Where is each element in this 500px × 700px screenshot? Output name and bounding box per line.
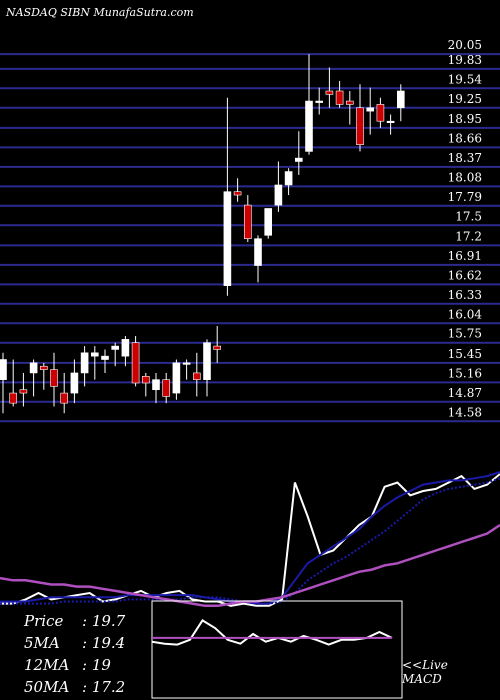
candle-body <box>335 90 344 105</box>
price-level-label: 16.33 <box>448 288 482 302</box>
price-level-label: 19.25 <box>448 92 482 106</box>
candle-body <box>162 379 170 397</box>
candle-body <box>325 90 334 95</box>
macd-box <box>151 600 403 699</box>
candle-body <box>223 191 232 286</box>
ma-series-line <box>0 523 500 608</box>
stat-50ma: 50MA : 17.2 <box>24 678 125 696</box>
stat-label: 50MA <box>24 678 70 696</box>
macd-panel <box>151 619 393 646</box>
candle-body <box>193 372 201 380</box>
candle-body <box>80 352 89 374</box>
price-level-label: 14.87 <box>448 386 482 400</box>
candle-body <box>172 362 181 394</box>
moving-average-panel <box>0 470 500 608</box>
candle-body <box>376 104 385 122</box>
stat-value: : 17.2 <box>82 678 126 696</box>
candle-body <box>182 362 191 365</box>
stat-price: Price : 19.7 <box>24 612 125 630</box>
stat-12ma: 12MA : 19 <box>24 656 111 674</box>
candle-body <box>356 107 364 145</box>
candle-body <box>50 369 58 387</box>
candle-body <box>70 372 79 394</box>
candle-body <box>264 208 273 236</box>
candle-body <box>29 362 38 374</box>
candle-body <box>39 365 48 370</box>
stat-label: Price <box>24 612 64 630</box>
price-level-label: 16.62 <box>448 268 482 282</box>
candle-body <box>0 359 7 380</box>
candle-body <box>131 342 140 384</box>
price-level-label: 19.54 <box>448 72 483 86</box>
price-level-label: 16.04 <box>448 307 483 321</box>
candle-body <box>152 379 160 391</box>
candle-body <box>284 171 293 186</box>
price-level-label: 18.37 <box>448 151 482 165</box>
candle-body <box>386 120 395 123</box>
price-level-label: 15.75 <box>448 327 482 341</box>
stat-label: 12MA <box>24 656 70 674</box>
price-level-label: 17.5 <box>455 209 482 223</box>
price-level-label: 17.2 <box>455 229 482 243</box>
candle-body <box>91 352 99 357</box>
ma-series-line <box>0 473 500 607</box>
price-level-label: 17.79 <box>448 190 482 204</box>
stat-value: : 19.7 <box>82 612 126 630</box>
price-level-label: 18.95 <box>448 112 482 126</box>
candle-body <box>121 339 130 357</box>
price-level-label: 20.05 <box>448 38 482 52</box>
price-level-label: 18.66 <box>448 131 482 145</box>
candle-body <box>101 355 109 360</box>
price-level-label: 18.08 <box>448 170 482 184</box>
candle-body <box>345 100 354 105</box>
candle-body <box>19 389 28 394</box>
stat-label: 5MA <box>24 634 60 652</box>
price-level-label: 14.58 <box>448 405 482 419</box>
macd-note-line1: <<Live <box>402 658 448 672</box>
candle-body <box>233 191 242 196</box>
macd-note: <<Live MACD <box>402 658 448 686</box>
candle-body <box>366 107 375 112</box>
candlestick-series <box>0 54 405 414</box>
stat-value: : 19 <box>82 656 111 674</box>
stat-5ma: 5MA : 19.4 <box>24 634 125 652</box>
candle-body <box>305 100 313 152</box>
price-level-label: 15.45 <box>448 347 482 361</box>
candle-body <box>60 392 69 404</box>
candle-body <box>111 345 119 350</box>
price-level-label: 16.91 <box>448 249 482 263</box>
candle-body <box>142 375 150 384</box>
macd-series-line <box>151 619 393 646</box>
candle-body <box>203 342 211 380</box>
candle-body <box>9 392 17 404</box>
candle-body <box>244 204 252 239</box>
chart-title: NASDAQ SIBN MunafaSutra.com <box>6 6 194 19</box>
candle-body <box>315 100 324 103</box>
price-level-label: 15.16 <box>448 366 482 380</box>
ma-series-line <box>0 477 500 605</box>
candle-body <box>213 345 221 350</box>
price-level-label: 19.83 <box>448 53 482 67</box>
macd-note-line2: MACD <box>402 672 442 686</box>
candle-body <box>254 238 262 266</box>
stat-value: : 19.4 <box>82 634 126 652</box>
candle-body <box>294 157 303 162</box>
candle-body <box>274 184 283 206</box>
candle-body <box>396 90 405 109</box>
